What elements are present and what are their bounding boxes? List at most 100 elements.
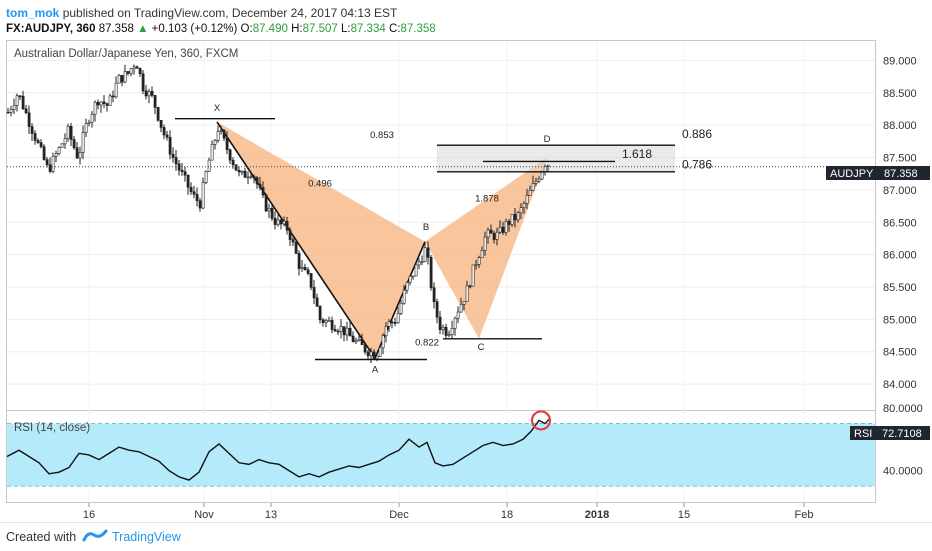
candle-body (495, 231, 499, 240)
time-tick-label: 15 (678, 509, 690, 521)
candle-body (39, 142, 43, 147)
candle-body (150, 91, 154, 96)
candle-body (231, 159, 235, 166)
symbol-price-tag-bg (826, 166, 930, 180)
candle-body (237, 169, 241, 173)
pattern-label: D (544, 134, 551, 145)
candle-body (489, 229, 493, 234)
pattern-label: 0.496 (308, 179, 332, 190)
candle-body (474, 263, 478, 266)
price-tick-label: 84.500 (883, 347, 917, 359)
price-tick-label: 88.500 (883, 88, 917, 100)
publish-line: tom_mok published on TradingView.com, De… (6, 6, 397, 20)
ohlc-line: FX:AUDJPY, 360 87.358 ▲ +0.103 (+0.12%) … (6, 23, 436, 35)
candle-body (93, 102, 97, 115)
price-tick-label: 87.000 (883, 185, 917, 197)
candle-body (108, 95, 112, 106)
candle-body (159, 120, 163, 128)
rsi-line (6, 418, 550, 481)
candle-body (297, 253, 301, 269)
price-axis[interactable]: 84.000 84.500 85.000 85.500 86.000 86.500 87.0… (883, 55, 917, 391)
candle-body (462, 301, 466, 305)
candle-body (63, 138, 67, 145)
candle-body (510, 214, 514, 225)
price-chart[interactable]: X A B C D 0.853 0.496 1.878 0.822 1.618 0.886 0.786… (0, 40, 932, 522)
candle-body (408, 275, 412, 283)
pattern-labels: X A B C D 0.853 0.496 1.878 0.822 1.618 0.886 0.786 (214, 103, 713, 376)
candle-body (528, 190, 532, 196)
candle-body (273, 218, 277, 225)
candle-body (411, 275, 415, 278)
candle-body (414, 264, 418, 277)
rsi-tick-label: 40.0000 (883, 466, 923, 478)
candle-body (378, 347, 382, 357)
candle-body (66, 126, 70, 139)
footer: Created with TradingView (0, 522, 932, 551)
pattern-label: A (372, 364, 379, 375)
candle-body (228, 149, 232, 161)
chart-header: tom_mok published on TradingView.com, De… (0, 0, 932, 40)
candle-body (468, 285, 472, 288)
candle-body (381, 335, 385, 349)
candle-body (384, 326, 388, 336)
candle-body (420, 261, 424, 263)
candle-body (180, 169, 184, 172)
candle-body (261, 187, 265, 196)
candle-body (204, 171, 208, 183)
candle-body (186, 174, 190, 188)
candle-body (18, 95, 22, 98)
candle-body (87, 121, 91, 124)
candle-body (213, 140, 217, 145)
candle-body (21, 95, 25, 110)
candle-body (165, 134, 169, 138)
candle-body (309, 273, 313, 288)
candle-body (390, 321, 394, 324)
time-tick-label: 2018 (585, 509, 609, 521)
candle-body (516, 212, 520, 221)
candle-body (114, 82, 118, 98)
candle-body (54, 153, 58, 157)
candle-body (300, 266, 304, 269)
candle-body (246, 176, 250, 179)
candle-body (72, 139, 76, 149)
rsi-axis[interactable]: 40.0000 80.0000 (883, 403, 923, 478)
tradingview-link[interactable]: TradingView (112, 530, 181, 544)
symbol-price: 87.358 (884, 168, 918, 180)
high-value: 87.507 (302, 23, 338, 35)
time-tick-label: 13 (265, 509, 277, 521)
candle-body (219, 130, 223, 132)
time-axis[interactable]: 16 Nov 13 Dec 18 2018 15 Feb (83, 503, 814, 521)
candle-body (123, 71, 127, 83)
candle-body (477, 257, 481, 265)
candle-body (438, 316, 442, 330)
price-tick-label: 89.000 (883, 55, 917, 67)
price-tick-label: 87.500 (883, 153, 917, 165)
tradingview-logo-icon[interactable] (82, 528, 108, 544)
candle-body (330, 320, 334, 330)
candle-body (507, 221, 511, 225)
chart-title: Australian Dollar/Japanese Yen, 360, FXC… (14, 48, 238, 60)
time-tick-label: 18 (501, 509, 513, 521)
candle-body (546, 165, 550, 167)
candle-body (351, 335, 355, 343)
candle-body (312, 287, 316, 299)
time-tick-label: Dec (389, 509, 409, 521)
candle-body (12, 105, 16, 110)
candle-body (417, 261, 421, 266)
last-price: 87.358 (98, 23, 134, 35)
low-label: L: (340, 23, 351, 35)
candle-body (354, 340, 358, 343)
rsi-tag-value: 72.7108 (882, 428, 922, 440)
candle-body (357, 338, 361, 341)
candle-body (402, 289, 406, 304)
candle-body (156, 107, 160, 121)
candle-body (360, 338, 364, 346)
time-tick-label: Feb (795, 509, 814, 521)
author-link[interactable]: tom_mok (6, 6, 60, 20)
time-tick-label: Nov (194, 509, 214, 521)
close-label: C: (388, 23, 401, 35)
candle-body (279, 219, 283, 225)
candle-body (498, 226, 502, 233)
candle-body (336, 330, 340, 333)
candle-body (135, 66, 139, 69)
